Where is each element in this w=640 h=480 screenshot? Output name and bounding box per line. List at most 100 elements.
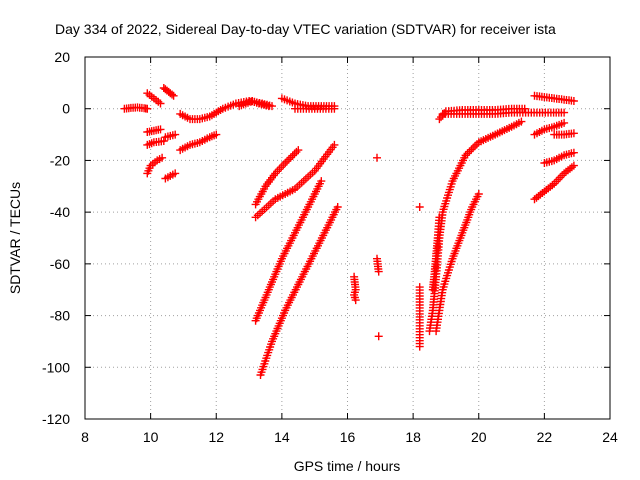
y-tick-label: -100	[42, 359, 70, 375]
series-s2	[143, 89, 165, 108]
data-point	[159, 137, 168, 145]
data-point	[264, 102, 273, 111]
series-s29	[540, 148, 578, 167]
series-s27	[530, 118, 569, 139]
x-tick-label: 12	[208, 429, 224, 445]
data-point	[294, 146, 303, 155]
data-point	[472, 140, 481, 149]
y-tick-label: -120	[42, 411, 70, 427]
y-tick-label: -40	[50, 204, 70, 220]
series-s30	[530, 161, 578, 204]
series-s13	[291, 104, 339, 113]
series-s4	[143, 125, 165, 136]
series-s8	[161, 169, 180, 183]
data-point	[569, 148, 578, 157]
data-point	[143, 104, 152, 113]
data-point	[333, 203, 342, 211]
y-axis-title: SDTVAR / TECUs	[7, 182, 23, 294]
series-s9	[176, 130, 221, 155]
data-point	[171, 130, 180, 139]
series-s25	[432, 190, 483, 336]
y-tick-label: 0	[62, 101, 70, 117]
data-point	[552, 177, 561, 186]
data-point	[415, 342, 424, 351]
data-point	[283, 157, 291, 166]
data-point	[435, 213, 444, 222]
data-point	[288, 151, 297, 160]
data-point	[415, 203, 424, 211]
series-s26	[530, 91, 578, 105]
data-point	[156, 125, 165, 134]
x-tick-label: 18	[405, 429, 421, 445]
y-tick-label: 20	[54, 49, 70, 65]
x-tick-label: 8	[81, 429, 89, 445]
data-points	[120, 84, 578, 379]
series-s5	[143, 137, 168, 149]
data-point	[440, 109, 449, 118]
x-axis-title: GPS time / hours	[294, 458, 401, 474]
data-point	[548, 181, 557, 190]
series-s7	[143, 153, 167, 178]
series-s19	[373, 153, 383, 341]
grid	[85, 57, 610, 419]
data-point	[467, 145, 476, 154]
data-point	[286, 153, 295, 162]
data-point	[168, 90, 176, 99]
data-point	[212, 130, 221, 139]
data-point	[292, 147, 301, 156]
data-point	[330, 140, 339, 149]
data-point	[560, 118, 569, 127]
data-point	[461, 151, 470, 160]
data-point	[171, 169, 180, 178]
series-s28	[550, 129, 578, 139]
data-point	[281, 159, 290, 167]
series-s16	[251, 177, 326, 325]
x-tick-label: 10	[143, 429, 159, 445]
series-s14	[251, 146, 303, 209]
data-point	[569, 129, 578, 138]
y-tick-label: -60	[50, 256, 70, 272]
data-point	[560, 108, 569, 117]
data-point	[471, 142, 479, 150]
data-point	[374, 332, 383, 341]
data-point	[158, 153, 167, 162]
y-tick-labels: 20 0 -20 -40 -60 -80 -100 -120	[42, 49, 70, 427]
series-s11	[235, 97, 273, 111]
data-point	[374, 267, 383, 276]
y-tick-label: -20	[50, 152, 70, 168]
data-point	[169, 91, 178, 100]
data-point	[373, 153, 381, 162]
series-s22	[428, 213, 444, 294]
series-s20	[415, 203, 424, 351]
data-point	[469, 143, 478, 152]
series-s24	[438, 108, 569, 118]
ticks	[84, 56, 611, 420]
data-point	[463, 149, 472, 158]
series-s17	[256, 203, 342, 379]
data-point	[317, 177, 326, 186]
data-point	[569, 161, 578, 170]
data-point	[351, 296, 360, 305]
data-point	[290, 149, 299, 158]
x-tick-label: 24	[602, 429, 618, 445]
data-point	[465, 147, 474, 156]
x-tick-label: 14	[274, 429, 290, 445]
x-tick-label: 20	[471, 429, 487, 445]
series-s15	[251, 140, 339, 222]
x-tick-label: 22	[537, 429, 553, 445]
x-tick-labels: 8 10 12 14 16 18 20 22 24	[81, 429, 618, 445]
data-point	[277, 163, 286, 172]
x-tick-label: 16	[340, 429, 356, 445]
y-tick-label: -80	[50, 308, 70, 324]
data-point	[474, 190, 483, 198]
series-s3	[159, 84, 178, 100]
data-point	[284, 155, 293, 164]
data-point	[156, 99, 165, 108]
data-point	[330, 104, 339, 113]
chart-title: Day 334 of 2022, Sidereal Day-to-day VTE…	[55, 21, 556, 37]
series-s1	[120, 103, 152, 113]
data-point	[520, 104, 529, 113]
series-s6	[161, 130, 180, 142]
data-point	[517, 117, 526, 126]
